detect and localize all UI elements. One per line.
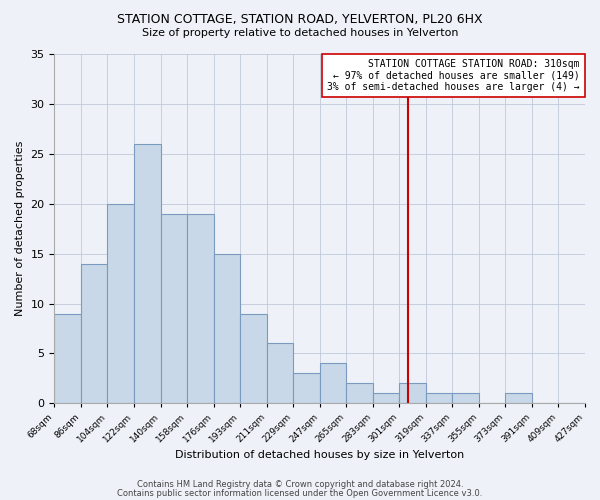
- Text: STATION COTTAGE, STATION ROAD, YELVERTON, PL20 6HX: STATION COTTAGE, STATION ROAD, YELVERTON…: [117, 12, 483, 26]
- Text: Size of property relative to detached houses in Yelverton: Size of property relative to detached ho…: [142, 28, 458, 38]
- Bar: [452, 394, 479, 404]
- Bar: [293, 374, 320, 404]
- Bar: [240, 314, 266, 404]
- Text: Contains HM Land Registry data © Crown copyright and database right 2024.: Contains HM Land Registry data © Crown c…: [137, 480, 463, 489]
- Text: Contains public sector information licensed under the Open Government Licence v3: Contains public sector information licen…: [118, 488, 482, 498]
- Bar: [161, 214, 187, 404]
- Bar: [426, 394, 452, 404]
- Bar: [134, 144, 161, 404]
- Bar: [214, 254, 240, 404]
- Bar: [505, 394, 532, 404]
- Bar: [346, 384, 373, 404]
- Bar: [55, 314, 81, 404]
- Bar: [187, 214, 214, 404]
- Bar: [107, 204, 134, 404]
- Bar: [399, 384, 426, 404]
- X-axis label: Distribution of detached houses by size in Yelverton: Distribution of detached houses by size …: [175, 450, 464, 460]
- Text: STATION COTTAGE STATION ROAD: 310sqm
← 97% of detached houses are smaller (149)
: STATION COTTAGE STATION ROAD: 310sqm ← 9…: [327, 59, 580, 92]
- Bar: [266, 344, 293, 404]
- Bar: [81, 264, 107, 404]
- Bar: [373, 394, 399, 404]
- Y-axis label: Number of detached properties: Number of detached properties: [15, 141, 25, 316]
- Bar: [320, 364, 346, 404]
